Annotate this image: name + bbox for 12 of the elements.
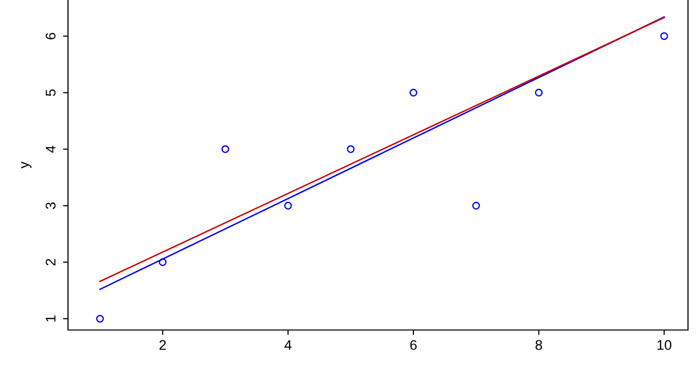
y-tick-label: 3 [46,202,56,210]
y-tick-label: 6 [46,32,56,40]
x-tick-label: 10 [658,340,672,350]
x-tick-label: 2 [160,340,166,350]
y-tick-label: 4 [46,146,56,153]
y-tick-label: 1 [46,316,56,322]
y-tick-label: 5 [46,89,56,96]
y-tick-label: 2 [46,259,56,266]
x-tick-label: 8 [536,340,542,350]
x-tick-label: 4 [284,340,292,350]
y-axis-title: y [21,162,32,168]
x-tick-label: 6 [410,340,417,350]
